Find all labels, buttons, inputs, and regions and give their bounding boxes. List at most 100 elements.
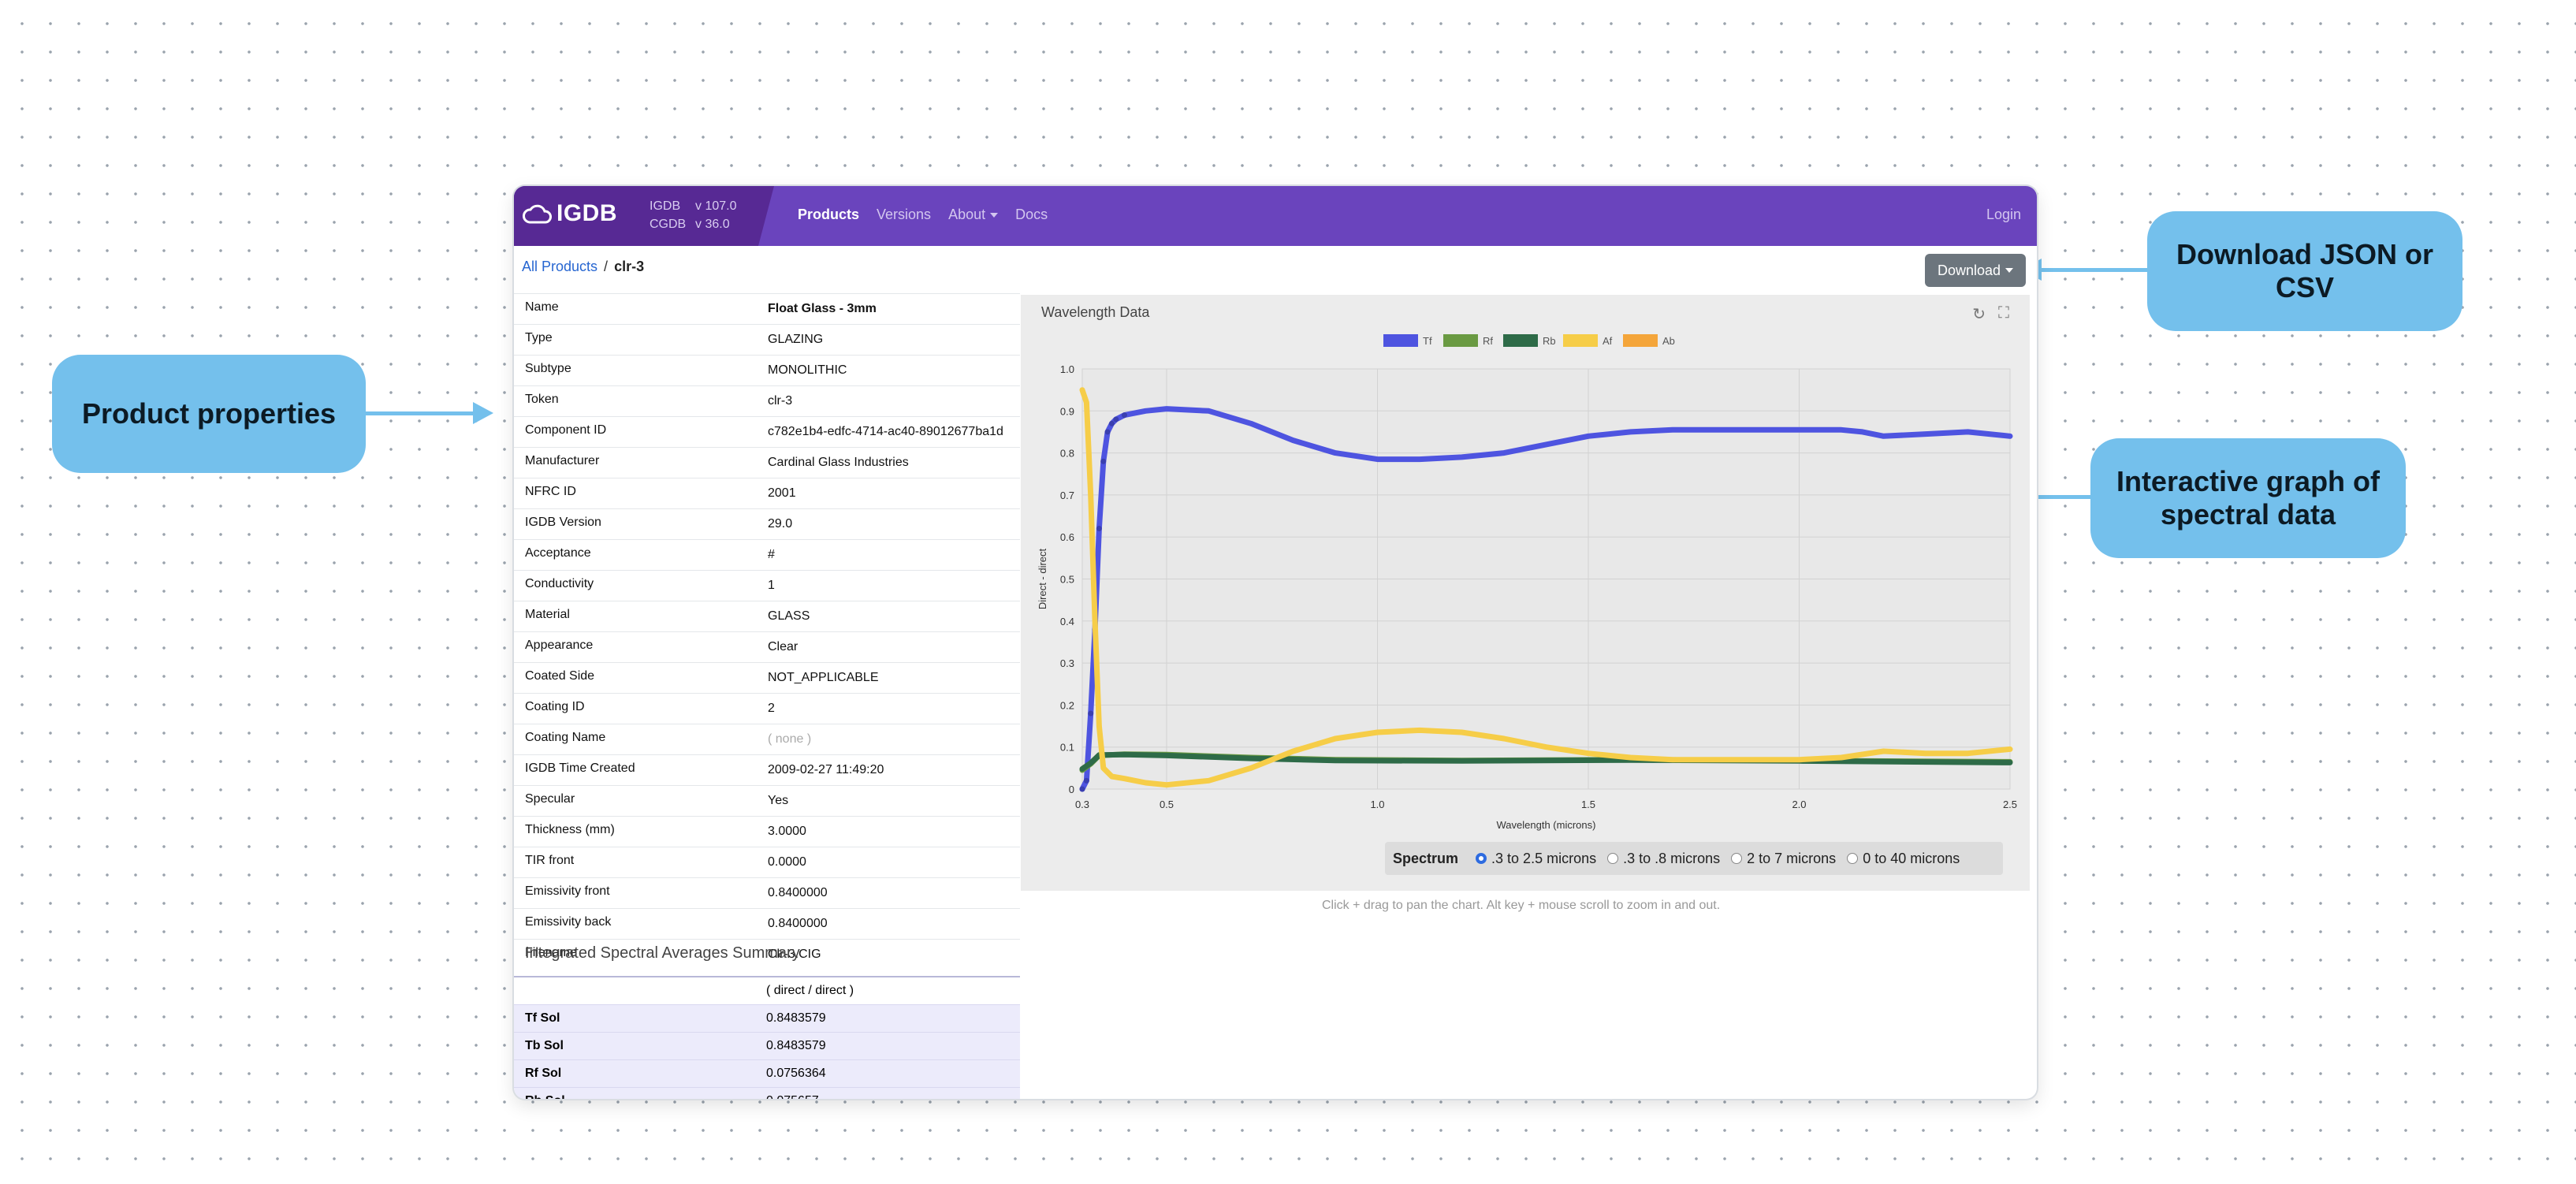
caret-down-icon (2005, 268, 2014, 273)
download-button[interactable]: Download (1925, 254, 2026, 287)
caret-down-icon (990, 213, 999, 218)
summary-table: ( direct / direct ) Tf Sol 0.8483579 Tb So… (514, 976, 1020, 1099)
summary-row: Tf Sol 0.8483579 (514, 1005, 1020, 1033)
property-value: 3.0000 (768, 825, 806, 838)
property-value: Cardinal Glass Industries (768, 456, 909, 469)
property-key: Emissivity front (525, 884, 610, 898)
nav-versions[interactable]: Versions (877, 207, 932, 222)
data-point (1079, 786, 1085, 792)
property-value: GLASS (768, 609, 810, 623)
property-row: Coated Side NOT_APPLICABLE (514, 662, 1020, 693)
y-tick-label: 1.0 (1060, 363, 1074, 375)
y-tick-label: 0.9 (1060, 405, 1074, 417)
brand-area (514, 186, 774, 246)
property-value: # (768, 548, 775, 561)
property-value: 2009-02-27 11:49:20 (768, 763, 884, 776)
property-value: MONOLITHIC (768, 363, 847, 377)
navbar: IGDB IGDB v 107.0 CGDB v 36.0 Products Ver… (514, 186, 2037, 246)
spectrum-option[interactable]: .3 to .8 microns (1607, 851, 1720, 867)
property-row: Material GLASS (514, 601, 1020, 631)
spectrum-option[interactable]: 0 to 40 microns (1847, 851, 1960, 867)
spectrum-option[interactable]: .3 to 2.5 microns (1476, 851, 1596, 867)
legend-label: Ab (1662, 335, 1675, 347)
property-value: ( none ) (768, 732, 812, 746)
version-name: IGDB (650, 199, 681, 213)
y-tick-label: 0.3 (1060, 657, 1074, 669)
property-row: Appearance Clear (514, 631, 1020, 662)
legend-swatch (1383, 334, 1418, 347)
legend-swatch (1503, 334, 1538, 347)
legend-label: Rb (1543, 335, 1556, 347)
property-key: Type (525, 331, 553, 344)
property-key: TIR front (525, 854, 575, 867)
version-info: IGDB v 107.0 CGDB v 36.0 (650, 197, 736, 233)
y-tick-label: 0.4 (1060, 616, 1074, 627)
panel-title: Wavelength Data (1041, 304, 1150, 320)
property-value: 29.0 (768, 517, 793, 531)
radio-icon (1847, 853, 1859, 864)
y-tick-label: 0 (1069, 784, 1074, 795)
property-row: Filename Clr-3.CIG (514, 939, 1020, 970)
summary-key: Rf Sol (525, 1067, 562, 1080)
reset-icon[interactable]: ↻ (1972, 306, 1986, 323)
x-tick-label: 0.3 (1075, 799, 1089, 810)
property-row: Coating ID 2 (514, 693, 1020, 724)
series-line-af (1079, 387, 2013, 788)
property-key: NFRC ID (525, 485, 576, 498)
spectrum-option-label: .3 to 2.5 microns (1491, 850, 1597, 866)
property-key: Acceptance (525, 546, 591, 560)
y-axis-label: Direct - direct (1037, 548, 1048, 609)
nav-about-label: About (948, 207, 986, 222)
property-key: Coated Side (525, 669, 595, 683)
property-key: Conductivity (525, 577, 594, 590)
property-row: TIR front 0.0000 (514, 847, 1020, 877)
product-properties-table: Name Float Glass - 3mm Type GLAZING Subtype M… (514, 293, 1020, 970)
brand-name: IGDB (557, 200, 617, 226)
property-row: Emissivity front 0.8400000 (514, 877, 1020, 908)
series-line-tf (1079, 406, 2013, 792)
legend-swatch (1623, 334, 1658, 347)
arrow-product-properties (366, 402, 493, 424)
breadcrumb-current: clr-3 (614, 259, 645, 274)
property-row: Name Float Glass - 3mm (514, 293, 1020, 324)
callout-graph: Interactive graph of spectral data (2090, 438, 2406, 558)
spectrum-option-label: 2 to 7 microns (1747, 850, 1837, 866)
fullscreen-icon[interactable]: ⛶ (1998, 304, 2009, 322)
radio-icon (1476, 853, 1487, 864)
legend-swatch (1563, 334, 1598, 347)
spectrum-option-label: .3 to .8 microns (1623, 850, 1721, 866)
y-tick-label: 0.1 (1060, 742, 1074, 754)
callout-product-properties: Product properties (52, 355, 366, 473)
legend-swatch (1443, 334, 1478, 347)
property-value: 1 (768, 579, 775, 592)
breadcrumb-all-products[interactable]: All Products (522, 259, 598, 274)
property-row: IGDB Time Created 2009-02-27 11:49:20 (514, 754, 1020, 785)
spectrum-option[interactable]: 2 to 7 microns (1731, 851, 1836, 867)
property-row: Coating Name ( none ) (514, 724, 1020, 754)
spectral-chart[interactable]: 0 0.1 0.2 0.3 0.4 0.5 0.6 0.7 0.8 0.9 1.0 0.3 0.5 1.0… (1021, 326, 2030, 831)
main-nav: Products Versions About Docs (798, 207, 1048, 223)
summary-value: 0.0756364 (766, 1067, 826, 1080)
property-row: Conductivity 1 (514, 570, 1020, 601)
nav-products[interactable]: Products (798, 207, 860, 222)
property-key: Thickness (mm) (525, 823, 615, 836)
login-link[interactable]: Login (1986, 207, 2021, 222)
property-row: Emissivity back 0.8400000 (514, 908, 1020, 939)
property-key: Coating Name (525, 731, 606, 744)
brand-logo[interactable]: IGDB (522, 200, 617, 227)
property-value: 2 (768, 702, 775, 715)
property-row: Acceptance # (514, 539, 1020, 570)
summary-value: 0.075657 (766, 1094, 1020, 1099)
spectrum-option-label: 0 to 40 microns (1863, 850, 1960, 866)
property-value: Clr-3.CIG (768, 948, 821, 961)
nav-about[interactable]: About (948, 207, 999, 223)
data-point (1113, 416, 1119, 423)
wavelength-panel: Wavelength Data ↻ ⛶ 0 0.1 0.2 0.3 0.4 0.5 0.6 0… (1021, 295, 2030, 891)
property-key: Appearance (525, 639, 594, 652)
property-value: GLAZING (768, 333, 824, 346)
property-row: Specular Yes (514, 785, 1020, 816)
nav-docs[interactable]: Docs (1015, 207, 1048, 222)
callout-product-properties-text: Product properties (81, 397, 337, 430)
spectrum-label: Spectrum (1393, 850, 1459, 866)
